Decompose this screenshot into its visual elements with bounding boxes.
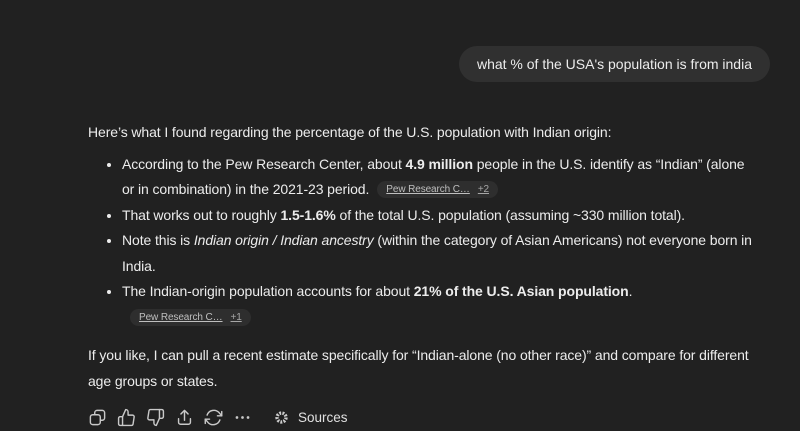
text-segment: The Indian-origin population accounts fo…	[122, 283, 414, 299]
bullet-item: Note this is Indian origin / Indian ance…	[122, 228, 760, 279]
user-message-bubble: what % of the USA's population is from i…	[458, 46, 770, 82]
copy-icon	[89, 409, 106, 426]
citation-chip[interactable]: Pew Research C… +1	[130, 308, 251, 326]
citation-chip[interactable]: Pew Research C… +2	[377, 181, 499, 198]
thumbs-down-icon	[147, 408, 165, 427]
citation-source-label: Pew Research C…	[139, 311, 223, 323]
sources-button[interactable]: Sources	[267, 405, 354, 430]
text-segment: According to the Pew Research Center, ab…	[122, 155, 406, 172]
text-segment: Indian origin / Indian ancestry	[193, 232, 374, 248]
text-segment: That works out to roughly	[122, 206, 281, 223]
citation-source-label: Pew Research C…	[386, 184, 470, 195]
thumbs-up-button[interactable]	[112, 404, 141, 431]
text-segment: .	[628, 283, 633, 299]
message-toolbar: Sources	[83, 404, 760, 431]
text-segment: 21% of the U.S. Asian population	[413, 283, 629, 299]
bullet-item: The Indian-origin population accounts fo…	[122, 279, 760, 330]
bullet-list: According to the Pew Research Center, ab…	[88, 152, 760, 331]
thumbs-down-button[interactable]	[141, 404, 170, 431]
text-segment: people in the U.S. identify as “Indian” …	[122, 155, 745, 198]
text-segment: 4.9 million	[405, 155, 473, 172]
assistant-intro: Here’s what I found regarding the percen…	[88, 124, 612, 140]
share-icon	[177, 409, 192, 425]
text-segment: Note this is	[122, 232, 194, 248]
regenerate-icon	[204, 409, 223, 426]
sources-label: Sources	[298, 410, 348, 425]
user-message-text: what % of the USA's population is from i…	[476, 56, 752, 72]
more-options-button[interactable]	[228, 404, 257, 431]
citation-count: +1	[230, 311, 242, 323]
assistant-message: Here’s what I found regarding the percen…	[88, 120, 760, 431]
bullet-item: That works out to roughly 1.5-1.6% of th…	[122, 203, 760, 229]
assistant-outro: If you like, I can pull a recent estimat…	[88, 347, 749, 389]
bullet-item: According to the Pew Research Center, ab…	[122, 152, 760, 203]
text-segment: 1.5-1.6%	[280, 206, 336, 223]
user-message-row: what % of the USA's population is from i…	[0, 0, 800, 82]
regenerate-button[interactable]	[199, 404, 228, 431]
text-segment: (within the category of Asian Americans)…	[122, 232, 752, 274]
ellipsis-icon	[235, 416, 250, 419]
text-segment: of the total U.S. population (assuming ~…	[335, 206, 686, 223]
share-button[interactable]	[170, 404, 199, 431]
citation-count: +2	[477, 184, 490, 195]
thumbs-up-icon	[117, 408, 135, 427]
copy-button[interactable]	[83, 404, 112, 431]
